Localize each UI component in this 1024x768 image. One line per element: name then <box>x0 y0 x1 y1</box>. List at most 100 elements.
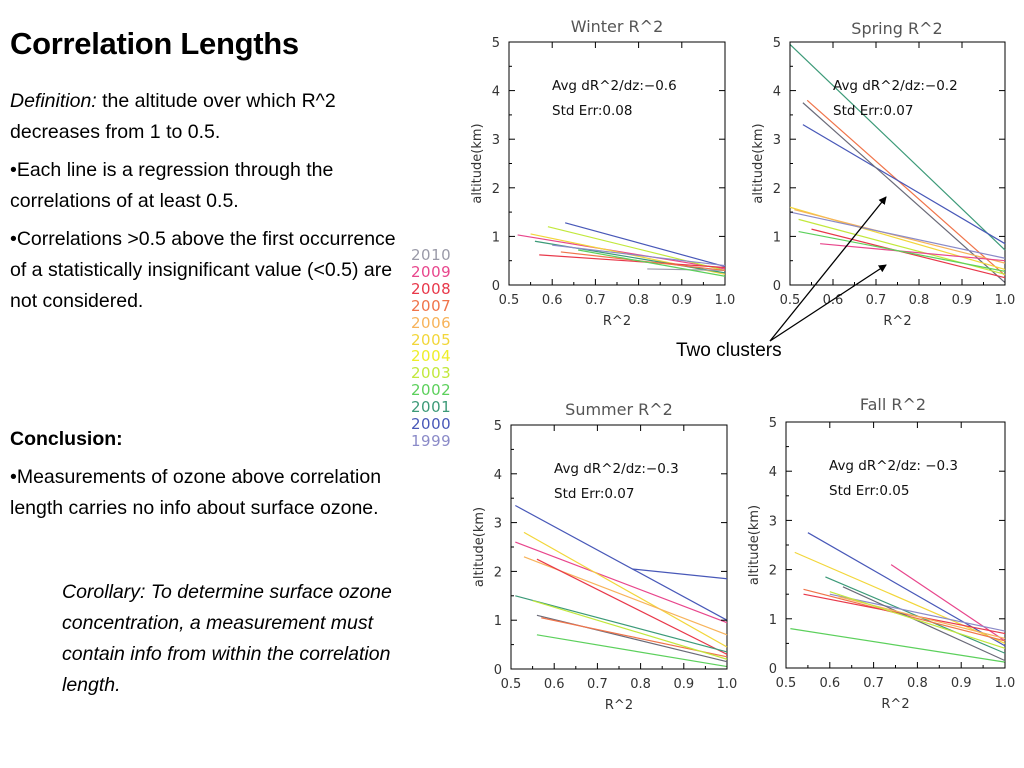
legend-year-2009: 2009 <box>411 262 452 281</box>
legend-year-2005: 2005 <box>411 330 452 349</box>
spring-series-line-0 <box>789 43 1006 251</box>
spring-ytick-label-3: 3 <box>773 133 781 148</box>
spring-series-line-10 <box>798 230 1006 272</box>
summer-series-line-1 <box>631 568 728 580</box>
summer-xtick-label-4: 0.9 <box>673 677 694 692</box>
winter-xaxis-label: R^2 <box>603 314 631 329</box>
fall-series-line-0 <box>807 532 1006 647</box>
summer-annotation-0: Avg dR^2/dz:−0.3 <box>554 461 679 477</box>
fall-ytick-label-3: 3 <box>769 514 777 529</box>
summer-ytick-label-3: 3 <box>494 517 502 532</box>
winter-xtick-label-4: 0.9 <box>671 293 692 308</box>
fall-ytick-label-2: 2 <box>769 564 777 579</box>
summer-series-line-10 <box>532 600 728 660</box>
summer-xtick-label-0: 0.5 <box>501 677 522 692</box>
fall-annotation-1: Std Err:0.05 <box>829 483 910 499</box>
fall-chart-title: Fall R^2 <box>860 395 926 414</box>
legend-year-2004: 2004 <box>411 347 452 366</box>
fall-xtick-label-3: 0.8 <box>907 676 928 691</box>
summer-xtick-label-5: 1.0 <box>717 677 738 692</box>
slide-title: Correlation Lengths <box>10 26 299 61</box>
spring-ytick-label-4: 4 <box>773 85 781 100</box>
summer-chart-title: Summer R^2 <box>565 400 673 419</box>
spring-xtick-label-4: 0.9 <box>952 293 973 308</box>
legend-year-2001: 2001 <box>411 398 452 417</box>
winter-xtick-label-2: 0.7 <box>585 293 606 308</box>
legend-year-2002: 2002 <box>411 381 452 400</box>
fall-xtick-label-5: 1.0 <box>995 676 1016 691</box>
winter-xtick-label-0: 0.5 <box>499 293 520 308</box>
winter-series-line-9 <box>578 249 726 277</box>
winter-ytick-label-4: 4 <box>492 85 500 100</box>
fall-ytick-label-0: 0 <box>769 662 777 677</box>
spring-annotation-0: Avg dR^2/dz:−0.2 <box>833 78 958 94</box>
fall-series-line-9 <box>790 628 1006 663</box>
summer-series-line-6 <box>515 595 728 653</box>
summer-ytick-label-4: 4 <box>494 468 502 483</box>
winter-xtick-label-3: 0.8 <box>628 293 649 308</box>
spring-yaxis-label: altitude(km) <box>751 123 766 203</box>
winter-ytick-label-1: 1 <box>492 230 500 245</box>
fall-xtick-label-1: 0.6 <box>819 676 840 691</box>
fall-chart: Fall R^2 0.5 0.6 0.7 0.8 0.9 1.0 0 1 2 3 4 5 R^2 altit… <box>747 395 1015 712</box>
summer-chart: Summer R^2 0.5 0.6 0.7 0.8 0.9 1.0 0 1 2 3 4 5 R^2 alt… <box>472 400 737 713</box>
spring-annotation-1: Std Err:0.07 <box>833 103 914 119</box>
spring-xtick-label-0: 0.5 <box>780 293 801 308</box>
fall-yaxis-label: altitude(km) <box>747 505 762 585</box>
summer-series-line-0 <box>515 504 728 621</box>
legend-year-2007: 2007 <box>411 296 452 315</box>
summer-ytick-label-0: 0 <box>494 663 502 678</box>
spring-ytick-label-5: 5 <box>773 36 781 51</box>
winter-ytick-label-5: 5 <box>492 36 500 51</box>
spring-series-line-9 <box>789 211 1006 259</box>
spring-series-line-5 <box>794 209 1006 264</box>
summer-xaxis-label: R^2 <box>605 698 633 713</box>
cluster-arrow-upper <box>769 196 887 342</box>
fall-series-line-6 <box>829 593 1006 632</box>
fall-ytick-label-4: 4 <box>769 465 777 480</box>
winter-yaxis-label: altitude(km) <box>470 123 485 203</box>
summer-ytick-label-1: 1 <box>494 614 502 629</box>
fall-xtick-label-2: 0.7 <box>863 676 884 691</box>
fall-annotation-0: Avg dR^2/dz: −0.3 <box>829 458 958 474</box>
two-clusters-label: Two clusters <box>676 340 782 361</box>
summer-series-line-2 <box>515 541 728 624</box>
year-legend: 2010 2009 2008 2007 2006 2005 2004 2003 2002 2001… <box>411 247 451 450</box>
spring-ytick-label-0: 0 <box>773 279 781 294</box>
spring-series-line-2 <box>802 124 1006 245</box>
fall-series-line-5 <box>803 593 1006 635</box>
summer-series-line-3 <box>523 531 728 648</box>
summer-xtick-label-1: 0.6 <box>544 677 565 692</box>
fall-series-line-2 <box>794 551 1006 644</box>
conclusion-heading: Conclusion: <box>10 428 123 450</box>
legend-year-2006: 2006 <box>411 313 452 332</box>
spring-xtick-label-2: 0.7 <box>866 293 887 308</box>
spring-chart: Spring R^20.50.60.70.80.91.0012345R^2alt… <box>751 19 1015 329</box>
summer-yaxis-label: altitude(km) <box>472 507 487 587</box>
winter-series-line-5 <box>539 254 726 269</box>
fall-ytick-label-5: 5 <box>769 416 777 431</box>
bullet-regression: •Each line is a regression through the c… <box>10 159 334 212</box>
corollary-text: Corollary: To determine surface ozone co… <box>62 581 392 696</box>
spring-series-line-1 <box>806 99 1006 276</box>
winter-ytick-label-3: 3 <box>492 133 500 148</box>
winter-series-line-0 <box>565 222 726 268</box>
spring-series-line-8 <box>811 228 1006 279</box>
spring-xaxis-label: R^2 <box>883 314 911 329</box>
summer-xtick-label-2: 0.7 <box>587 677 608 692</box>
summer-series-line-9 <box>536 634 728 668</box>
winter-chart: Winter R^2 0.5 0.6 0.7 0.8 0.9 1.0 0 1 2 3 4 5 R^2 alt… <box>470 17 735 329</box>
definition-label: Definition: <box>10 90 97 112</box>
spring-series-line-3 <box>802 102 1006 284</box>
fall-series-line-7 <box>842 586 1006 662</box>
bullet-correlations: •Correlations >0.5 above the first occur… <box>10 228 396 312</box>
fall-series-line-1 <box>890 564 1006 642</box>
legend-year-1999: 1999 <box>411 431 452 450</box>
summer-annotation-1: Std Err:0.07 <box>554 486 635 502</box>
spring-series-line-7 <box>820 243 1006 262</box>
fall-xtick-label-0: 0.5 <box>776 676 797 691</box>
winter-chart-title: Winter R^2 <box>571 17 664 36</box>
fall-xaxis-label: R^2 <box>881 697 909 712</box>
conclusion-bullet: •Measurements of ozone above correlation… <box>10 466 382 519</box>
spring-ytick-label-1: 1 <box>773 230 781 245</box>
